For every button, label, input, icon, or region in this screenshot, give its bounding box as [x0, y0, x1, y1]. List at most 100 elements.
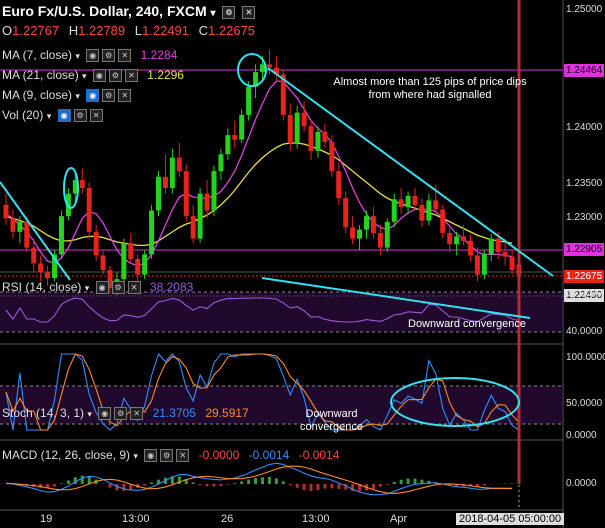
stoch-legend[interactable]: Stoch (14, 3, 1) ▾ ◉ ⚙ ✕ 21.3705 29.5917	[2, 406, 249, 421]
candle-body	[142, 254, 148, 275]
candle-body	[162, 176, 168, 188]
candle-body	[31, 247, 37, 264]
candle-body	[280, 74, 286, 115]
candle-body	[135, 258, 141, 275]
settings-icon: ⚙	[102, 89, 116, 103]
candle-body	[86, 188, 92, 232]
chart-title[interactable]: Euro Fx/U.S. Dollar, 240, FXCM ▾ ⚙ ✕	[2, 3, 256, 19]
eye-icon: ◉	[86, 89, 100, 103]
eye-icon: ◉	[98, 407, 112, 421]
candle-body	[273, 67, 279, 75]
candle-body	[294, 112, 300, 143]
candle-body	[197, 193, 203, 239]
settings-icon: ⚙	[114, 407, 128, 421]
candles	[3, 49, 522, 296]
eye-icon: ◉	[57, 109, 71, 123]
price-tick: 1.23000	[566, 212, 603, 223]
candle-body	[301, 112, 307, 127]
annotation-stoch: Downward convergence	[300, 408, 363, 433]
candle-body	[128, 243, 134, 259]
close-icon: ✕	[89, 109, 103, 123]
candle-body	[370, 216, 376, 233]
candle-body	[17, 221, 23, 232]
candle-body	[481, 254, 487, 275]
candle-body	[246, 86, 252, 115]
settings-icon: ⚙	[102, 49, 116, 63]
candle-body	[3, 204, 9, 219]
candle-body	[488, 238, 494, 255]
trendline-main	[267, 67, 554, 277]
close-icon: ✕	[127, 281, 141, 295]
candle-body	[190, 216, 196, 239]
settings-icon: ⚙	[73, 109, 87, 123]
candle-body	[419, 204, 425, 221]
price-tag-bottom: 1.22490	[564, 289, 605, 302]
eye-icon: ◉	[86, 49, 100, 63]
candle-body	[384, 221, 390, 248]
candle-body	[266, 64, 272, 68]
macd-legend[interactable]: MACD (12, 26, close, 9) ▾ ◉ ⚙ ✕ -0.0000 -0…	[2, 448, 340, 463]
candle-body	[58, 216, 64, 255]
settings-icon: ⚙	[111, 281, 125, 295]
candle-body	[176, 157, 182, 172]
time-tick: 26	[221, 513, 234, 525]
candle-body	[183, 171, 189, 217]
candle-body	[412, 195, 418, 205]
candle-body	[398, 199, 404, 208]
candle-body	[93, 231, 99, 256]
candle-body	[38, 263, 44, 273]
candle-body	[343, 198, 349, 228]
circle-stoch	[390, 377, 520, 427]
candle-body	[454, 236, 460, 245]
candle-body	[509, 256, 515, 271]
candle-body	[253, 72, 259, 87]
close-icon: ✕	[130, 407, 144, 421]
ma7-legend[interactable]: MA (7, close) ▾ ◉ ⚙ ✕ 1.2284	[2, 48, 178, 63]
ma9-legend[interactable]: MA (9, close) ▾ ◉ ⚙ ✕	[2, 88, 132, 103]
settings-icon[interactable]: ⚙	[222, 5, 236, 19]
stoch-tick: 100.0000	[566, 352, 605, 363]
stoch-tick: 50.0000	[566, 398, 603, 409]
candle-body	[10, 218, 16, 232]
candle-body	[363, 216, 369, 230]
trendline-rsi	[261, 277, 531, 319]
eye-icon: ◉	[95, 281, 109, 295]
candle-body	[239, 114, 245, 140]
time-tick: 13:00	[302, 513, 330, 525]
price-tag-top: 1.24464	[564, 64, 605, 77]
candle-body	[336, 171, 342, 199]
rsi-legend[interactable]: RSI (14, close) ▾ ◉ ⚙ ✕ 38.2083	[2, 280, 194, 295]
close-icon[interactable]: ✕	[242, 5, 256, 19]
candle-body	[433, 200, 439, 210]
close-icon: ✕	[118, 49, 132, 63]
circle-top	[237, 53, 267, 87]
candle-body	[315, 131, 321, 151]
candle-body	[322, 131, 328, 142]
candle-body	[65, 193, 71, 217]
candle-body	[24, 221, 30, 248]
candle-body	[391, 199, 397, 222]
candle-body	[121, 243, 127, 280]
candle-body	[45, 272, 51, 278]
candle-body	[107, 270, 113, 289]
candle-body	[211, 171, 217, 211]
eye-icon: ◉	[92, 69, 106, 83]
circle-left	[63, 167, 79, 209]
ma21-legend[interactable]: MA (21, close) ▾ ◉ ⚙ ✕ 1.2296	[2, 68, 184, 83]
stoch-d-line	[5, 353, 520, 431]
price-tag-current: 1.22675	[564, 270, 605, 283]
candle-body	[218, 154, 224, 172]
candle-body	[149, 210, 155, 255]
candle-body	[287, 114, 293, 143]
chevron-down-icon[interactable]: ▾	[210, 8, 216, 19]
price-tick: 1.25000	[566, 4, 603, 15]
price-tick: 1.24000	[566, 122, 603, 133]
candle-body	[447, 233, 453, 245]
vol-legend[interactable]: Vol (20) ▾ ◉ ⚙ ✕	[2, 108, 103, 123]
candle-body	[426, 200, 432, 221]
candle-body	[495, 238, 501, 253]
rsi-tick: 60.0000	[566, 288, 603, 299]
rsi-tick: 40.0000	[566, 326, 603, 337]
